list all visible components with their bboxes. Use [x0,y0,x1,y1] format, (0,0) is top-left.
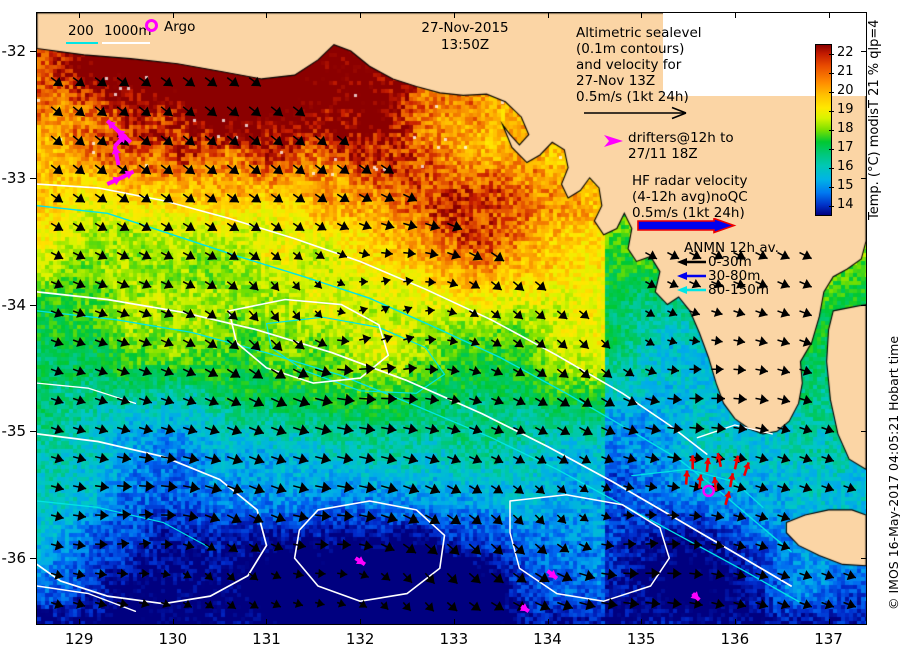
scalebar-label-200: 200 [68,23,94,39]
x-tick-label: 137 [814,630,843,648]
y-tick-right [861,51,867,53]
hfradar-legend-line3: 0.5m/s (1kt 24h) [632,205,745,221]
x-tick-label: 132 [345,630,375,648]
anmn-legend-title: ANMN 12h av. [684,240,779,256]
colorbar-tick-label: 14 [837,197,854,213]
y-tick [30,558,36,560]
colorbar-tick [829,53,834,55]
x-tick [266,619,268,625]
anmn-legend-label-2: 80-150m [708,282,769,298]
colorbar-title: Temp. (°C) modisT 21 % qlp=4 [867,19,882,220]
figure-time: 13:50Z [440,37,490,53]
y-tick-right [861,558,867,560]
y-tick-label: -33 [1,168,27,187]
colorbar-tick [829,187,834,189]
x-tick-top [266,12,268,18]
colorbar-tick-label: 17 [837,140,854,156]
altimetry-legend-line4: 27-Nov 13Z [576,73,656,89]
anmn-legend-label-1: 30-80m [708,268,761,284]
x-tick [547,619,549,625]
y-tick-right [861,304,867,306]
x-tick [453,619,455,625]
colorbar-tick [829,130,834,131]
drifters-legend-line2: 27/11 18Z [628,146,698,162]
y-tick [30,51,36,53]
x-tick-top [641,12,643,18]
drifters-legend-line1: drifters@12h to [628,130,734,146]
colorbar-tick [829,168,834,170]
scalebar-label-1000: 1000m [104,23,152,39]
x-tick-top [734,12,736,18]
colorbar-tick-label: 21 [837,63,854,79]
y-tick [30,304,36,306]
colorbar-tick-label: 20 [837,82,854,98]
altimetry-legend-line1: Altimetric sealevel [576,25,702,41]
x-tick [172,619,174,625]
colorbar-tick-label: 15 [837,178,854,194]
scalebar-line-1000 [102,42,150,44]
hfradar-reference-arrow-icon [637,218,737,234]
altimetry-legend-line3: and velocity for [576,57,682,73]
colorbar-tick [829,110,834,112]
colorbar-tick-label: 18 [837,121,854,136]
x-tick [734,619,736,625]
x-tick-top [360,12,362,18]
anmn-legend-label-0: 0-30m [708,254,752,270]
x-tick [360,619,362,625]
argo-marker-icon [145,19,158,32]
y-tick [30,177,36,179]
y-tick-label: -34 [1,295,27,314]
y-tick-label: -32 [1,42,27,61]
x-tick-label: 130 [158,630,188,648]
colorbar-tick-label: 22 [837,44,854,60]
anmn-arrow-0-30m-icon [677,258,706,266]
y-tick [30,431,36,433]
vector-overlay-layer [37,76,857,613]
drifter-reference-arrow-icon [604,135,623,147]
hfradar-legend-line1: HF radar velocity [632,173,748,189]
x-tick-top [828,12,830,18]
colorbar-tick-label: 16 [837,159,854,175]
anmn-arrow-80-150m-icon [677,286,706,294]
colorbar-tick [829,149,834,151]
x-tick [828,619,830,625]
altimetry-legend-line5: 0.5m/s (1kt 24h) [576,89,689,105]
x-tick [641,619,643,625]
altimetry-reference-arrow-icon [584,106,687,120]
x-tick [79,619,81,625]
colorbar-tick [829,72,834,74]
altimetry-legend-line2: (0.1m contours) [576,41,685,57]
x-tick-label: 129 [64,630,94,648]
scalebar-line-200 [66,42,98,44]
x-tick-label: 135 [626,630,656,648]
colorbar: 22 21 20 19 18 17 16 15 14 Temp. (°C) modisT 21 … [815,19,885,220]
figure-date: 27-Nov-2015 [421,20,509,36]
colorbar-tick [829,91,834,93]
x-tick-label: 136 [720,630,750,648]
hfradar-legend-line2: (4-12h avg)noQC [632,189,748,205]
colorbar-tick [829,206,834,208]
x-tick-top [172,12,174,18]
anmn-arrow-30-80m-icon [677,272,706,280]
x-tick-top [453,12,455,18]
copyright-text: © IMOS 16-May-2017 04:05:21 Hobart time [886,335,900,610]
x-tick-top [79,12,81,18]
y-tick-label: -35 [1,422,27,441]
map-plot-area[interactable] [37,13,866,624]
x-tick-label: 131 [252,630,281,648]
x-tick-label: 133 [439,630,469,648]
y-tick-right [861,431,867,433]
argo-legend-label: Argo [164,19,196,35]
y-tick-right [861,177,867,179]
y-tick-label: -36 [1,549,27,568]
colorbar-tick-label: 19 [837,101,854,117]
x-tick-top [547,12,549,18]
x-tick-label: 134 [533,630,562,648]
